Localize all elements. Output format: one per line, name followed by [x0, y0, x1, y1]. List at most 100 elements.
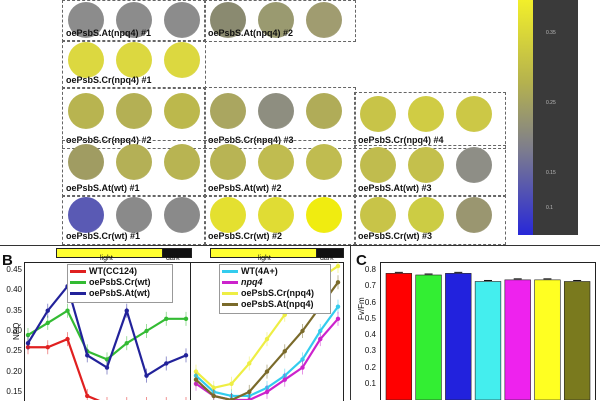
colony-spot [306, 144, 342, 180]
color-scale-ticks-strip [533, 0, 578, 235]
light-label-left: light [100, 255, 113, 262]
colony-spot [408, 147, 444, 183]
series-line [27, 309, 186, 361]
bar [534, 279, 561, 400]
y-tick-label: 0.25 [6, 346, 22, 356]
data-point [282, 377, 287, 382]
colony-spot [360, 197, 396, 233]
colony-spot [164, 197, 200, 233]
legend-label: WT(4A+) [241, 266, 278, 276]
colony-spot [116, 93, 152, 129]
color-scale-tick: 0.35 [546, 30, 556, 36]
data-point [104, 365, 110, 370]
colony-spot [360, 96, 396, 132]
data-point [193, 369, 199, 374]
colony-spot [164, 93, 200, 129]
y-tick-label: 0.5 [364, 313, 376, 323]
spot-group-box [62, 40, 206, 89]
spot-group-box [62, 140, 206, 197]
colony-spot [456, 147, 492, 183]
colony-spot [258, 2, 294, 38]
color-scale-tick: 0.1 [546, 205, 553, 211]
panel-b-ylabel: NPQ [12, 322, 21, 340]
legend-swatch [222, 270, 238, 274]
colony-spot [164, 42, 200, 78]
colony-spot [116, 2, 152, 38]
data-point [335, 304, 341, 309]
spot-group-label: oePsbS.At(npq4) #2 [208, 28, 294, 38]
panel-c-ylabel: Fv/Fm [357, 297, 366, 320]
data-point [229, 381, 234, 386]
spot-group-label: oePsbS.Cr(wt) #1 [66, 231, 141, 241]
data-point [25, 340, 31, 346]
y-tick-label: 0.7 [364, 281, 376, 291]
colony-spot [408, 197, 444, 233]
data-point [164, 361, 169, 366]
colony-spot [116, 42, 152, 78]
colony-spot [164, 2, 200, 38]
data-point [300, 365, 305, 370]
colony-spot [68, 197, 104, 233]
series-line [28, 337, 101, 400]
colony-spot [306, 93, 342, 129]
legend-entry: oePsbS.At(wt) [70, 288, 150, 298]
data-point [300, 357, 305, 362]
legend-entry: oePsbS.Cr(npq4) [222, 288, 314, 298]
data-point [247, 361, 252, 366]
colony-spot [306, 197, 342, 233]
colony-spot [210, 197, 246, 233]
bar [415, 274, 442, 400]
plot-frame [380, 262, 596, 400]
legend-entry: WT(CC124) [70, 266, 137, 276]
data-point [144, 373, 149, 378]
color-scale-tick: 0.15 [546, 170, 556, 176]
colony-spot [164, 144, 200, 180]
spot-group-label: oePsbS.Cr(wt) #3 [358, 231, 433, 241]
legend-entry: npq4 [222, 277, 263, 287]
figure-divider [0, 245, 600, 246]
data-point [183, 353, 189, 358]
colony-spot [210, 93, 246, 129]
data-point [264, 369, 270, 374]
spot-group-box [204, 140, 356, 197]
legend-swatch [222, 292, 238, 296]
data-point [335, 316, 341, 322]
colony-spot [408, 96, 444, 132]
data-point [164, 316, 169, 322]
colony-spot [68, 2, 104, 38]
legend-label: oePsbS.At(wt) [89, 288, 151, 298]
panel-c-divider [350, 246, 351, 400]
light-label-right: light [258, 255, 271, 262]
data-point [104, 357, 110, 362]
colony-spot [360, 147, 396, 183]
spot-group-label: oePsbS.At(npq4) #1 [66, 28, 152, 38]
y-tick-label: 0.6 [364, 297, 376, 307]
data-point [85, 353, 90, 358]
legend-entry: oePsbS.Cr(wt) [70, 277, 151, 287]
spot-group-box [62, 195, 206, 245]
dark-label-left: dark [166, 255, 180, 262]
spot-group-label: oePsbS.At(wt) #1 [66, 183, 140, 193]
legend-label: oePsbS.Cr(npq4) [241, 288, 315, 298]
colony-spot [116, 144, 152, 180]
data-point [318, 336, 323, 342]
data-point [65, 308, 70, 313]
y-tick-label: 0.2 [364, 362, 376, 372]
legend-entry: WT(4A+) [222, 266, 278, 276]
colony-spot [456, 197, 492, 233]
y-tick-label: 0.20 [6, 366, 22, 376]
colony-spot [258, 144, 294, 180]
colony-spot [456, 96, 492, 132]
dark-bar-right [316, 248, 344, 258]
data-point [211, 385, 216, 391]
data-point [264, 389, 270, 395]
bar [474, 281, 502, 400]
spot-group-label: oePsbS.At(wt) #2 [208, 183, 282, 193]
data-point [247, 389, 252, 395]
y-tick-label: 0.45 [6, 265, 22, 275]
bar [504, 279, 531, 400]
bar [385, 273, 413, 400]
y-tick-label: 0.30 [6, 326, 22, 335]
spot-group-box [204, 195, 356, 245]
data-point [264, 336, 270, 342]
